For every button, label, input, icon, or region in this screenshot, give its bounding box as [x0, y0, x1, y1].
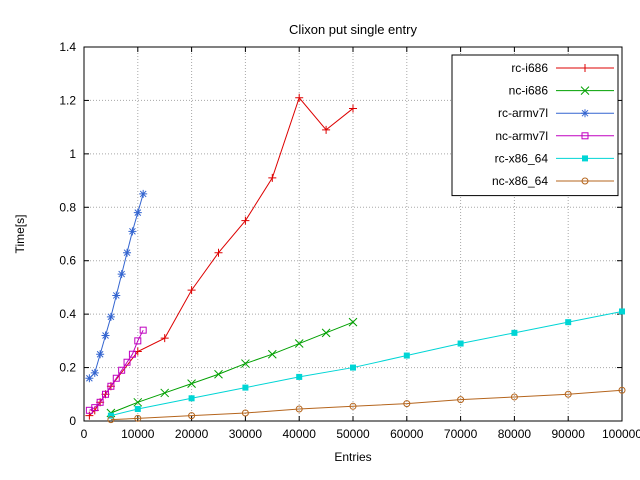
legend-sample [556, 177, 614, 185]
legend-label: nc-x86_64 [492, 174, 548, 188]
x-tick-label: 90000 [552, 427, 586, 441]
x-tick-label: 70000 [444, 427, 478, 441]
legend-label: nc-armv7l [495, 129, 548, 143]
y-tick-label: 0.2 [59, 361, 76, 375]
x-tick-label: 20000 [175, 427, 209, 441]
legend: rc-i686 nc-i686 rc-armv7l nc-armv7l rc-x86_6… [451, 54, 619, 197]
legend-box [451, 54, 619, 197]
y-tick-label: 0.4 [59, 307, 76, 321]
x-tick-label: 0 [81, 427, 88, 441]
series-nc-x86_64 [107, 386, 626, 424]
grid [84, 47, 622, 421]
y-tick-label: 0.6 [59, 254, 76, 268]
series-rc-x86_64 [107, 308, 625, 419]
x-axis-label: Entries [334, 450, 372, 464]
legend-label: rc-armv7l [498, 106, 548, 120]
x-tick-label: 40000 [283, 427, 317, 441]
x-tick-label: 10000 [121, 427, 155, 441]
x-tick-label: 100000 [602, 427, 640, 441]
tick-marks [83, 46, 623, 422]
series-nc-armv7l [85, 326, 147, 414]
y-tick-label: 1 [69, 147, 76, 161]
legend-sample [556, 86, 614, 95]
legend-label: nc-i686 [509, 84, 549, 98]
legend-label: rc-x86_64 [495, 151, 549, 165]
chart-title: Clixon put single entry [289, 22, 417, 37]
legend-sample [556, 155, 614, 162]
x-tick-label: 80000 [498, 427, 532, 441]
legend-sample [556, 132, 614, 140]
series-rc-armv7l [85, 189, 148, 383]
y-tick-label: 0 [69, 414, 76, 428]
legend-label: rc-i686 [511, 61, 548, 75]
tick-labels: 0 10000 20000 30000 40000 50000 60000 70000 8000… [59, 40, 640, 441]
x-tick-label: 30000 [229, 427, 263, 441]
x-tick-label: 60000 [390, 427, 424, 441]
y-axis-label: Time[s] [13, 214, 27, 254]
y-tick-label: 1.4 [59, 40, 76, 54]
legend-sample [556, 109, 614, 118]
legend-sample [556, 64, 614, 72]
x-tick-label: 50000 [336, 427, 370, 441]
y-tick-label: 1.2 [59, 93, 76, 107]
y-tick-label: 0.8 [59, 200, 76, 214]
